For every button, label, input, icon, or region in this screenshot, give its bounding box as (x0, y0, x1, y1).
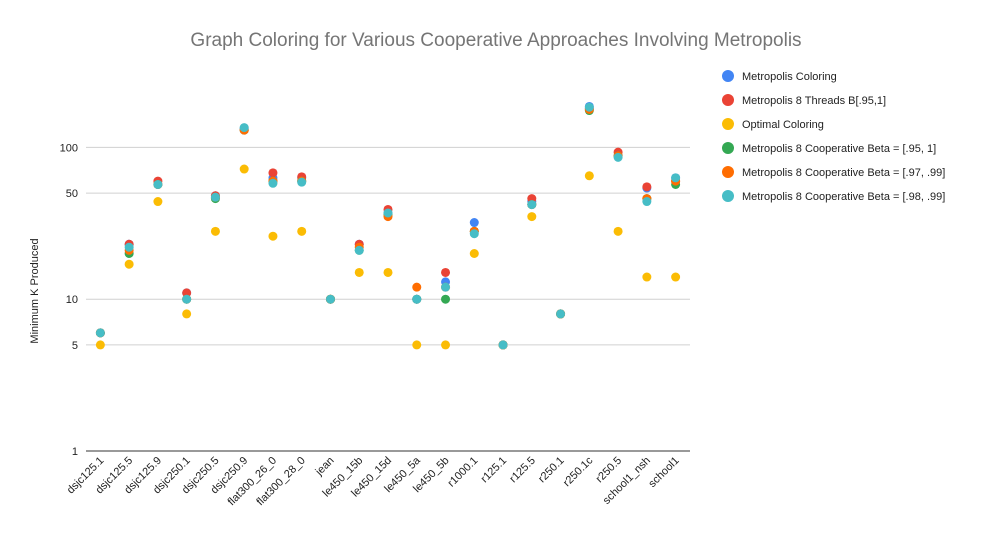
data-point (469, 218, 479, 228)
data-point (498, 340, 508, 350)
data-point (613, 226, 623, 236)
y-axis-label: Minimum K Produced (29, 238, 41, 343)
data-point (556, 309, 566, 319)
legend-entry: Metropolis 8 Cooperative Beta = [.97, .9… (742, 167, 945, 179)
data-point (383, 208, 393, 218)
data-point (124, 242, 134, 252)
data-point (441, 294, 451, 304)
legend: Metropolis Coloring Metropolis 8 Threads … (722, 70, 945, 203)
legend-marker (722, 142, 734, 154)
data-point (239, 123, 249, 133)
data-point (210, 226, 220, 236)
x-tick-label: r125.5 (507, 455, 538, 486)
data-point (642, 197, 652, 207)
data-point (469, 249, 479, 259)
series-3 (95, 164, 681, 350)
data-point (354, 245, 364, 255)
legend-marker (722, 190, 734, 202)
x-tick-label: r125.1 (479, 455, 510, 486)
data-point (325, 294, 335, 304)
y-tick-label: 5 (72, 340, 78, 352)
data-point (412, 294, 422, 304)
legend-entry: Optimal Coloring (742, 119, 824, 131)
data-point (153, 179, 163, 189)
legend-marker (722, 118, 734, 130)
data-point (95, 340, 105, 350)
data-point (383, 267, 393, 277)
data-point (182, 294, 192, 304)
y-tick-label: 10 (66, 294, 78, 306)
y-tick-label: 50 (66, 188, 78, 200)
data-point (268, 178, 278, 188)
data-point (642, 272, 652, 282)
data-point (584, 171, 594, 181)
data-point (268, 168, 278, 178)
data-point (441, 267, 451, 277)
x-tick-label: school1 (646, 455, 681, 490)
data-point (613, 152, 623, 162)
legend-marker (722, 70, 734, 82)
data-point (469, 229, 479, 239)
y-axis-ticks: 1 5 10 50 100 (60, 142, 78, 458)
data-point (441, 282, 451, 292)
data-point (153, 197, 163, 207)
data-point (527, 200, 537, 210)
data-point (441, 340, 451, 350)
data-point (354, 267, 364, 277)
legend-marker (722, 166, 734, 178)
y-tick-label: 100 (60, 142, 78, 154)
legend-entry: Metropolis Coloring (742, 71, 837, 83)
grid-lines (86, 146, 690, 346)
data-point (95, 328, 105, 338)
data-point (210, 192, 220, 202)
legend-entry: Metropolis 8 Cooperative Beta = [.98, .9… (742, 191, 945, 203)
data-point (584, 102, 594, 112)
x-tick-label: r250.1c (561, 454, 596, 489)
data-point (182, 309, 192, 319)
legend-marker (722, 94, 734, 106)
data-point (412, 340, 422, 350)
data-point (412, 282, 422, 292)
x-tick-label: r1000.1 (446, 455, 481, 490)
data-point (124, 259, 134, 269)
y-tick-label: 1 (72, 446, 78, 458)
data-point (182, 288, 192, 298)
x-tick-label: jean (313, 455, 337, 479)
data-point (671, 173, 681, 183)
data-point (297, 226, 307, 236)
data-point (642, 182, 652, 192)
data-point (671, 272, 681, 282)
data-point (268, 231, 278, 241)
data-points (95, 101, 681, 350)
x-axis-ticks: dsjc125.1dsjc125.5dsjc125.9dsjc250.1dsjc… (65, 454, 682, 508)
legend-entry: Metropolis 8 Threads B[.95,1] (742, 95, 886, 107)
data-point (297, 177, 307, 187)
series-6 (95, 102, 681, 350)
legend-entry: Metropolis 8 Cooperative Beta = [.95, 1] (742, 143, 936, 155)
data-point (527, 212, 537, 222)
chart-title: Graph Coloring for Various Cooperative A… (190, 30, 801, 51)
data-point (239, 164, 249, 174)
